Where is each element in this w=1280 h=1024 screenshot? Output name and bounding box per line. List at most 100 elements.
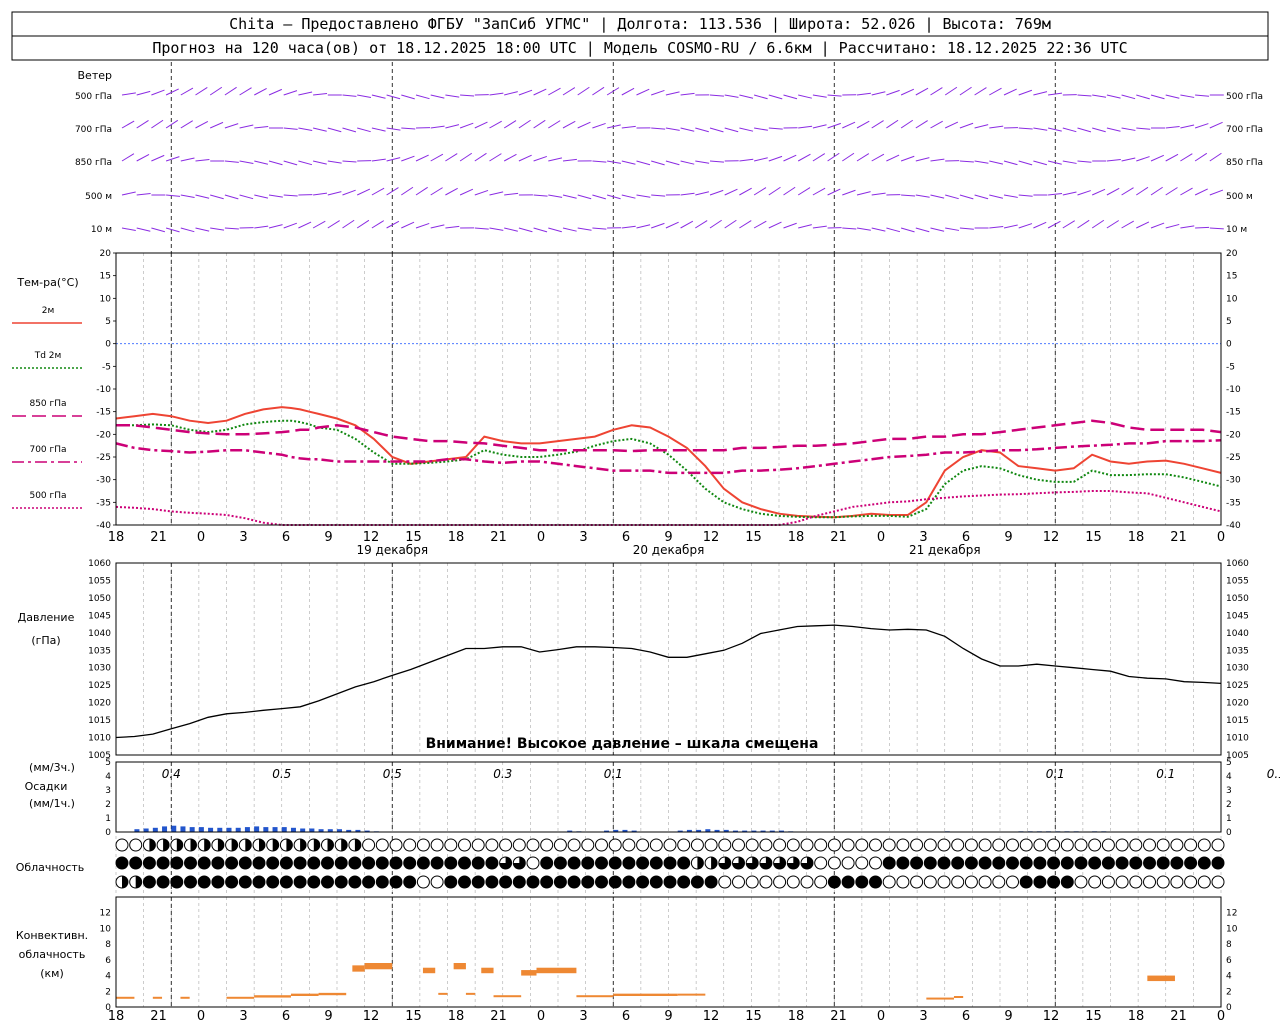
- wind-barb: [533, 119, 546, 129]
- cloud-cell: [115, 856, 129, 870]
- wind-barb: [504, 227, 518, 232]
- wind-barb: [695, 160, 710, 164]
- wind-barb: [1121, 220, 1135, 229]
- precip-label: 0.1: [1046, 767, 1065, 781]
- cloud-cell: [1019, 856, 1033, 870]
- conv-bar: [926, 997, 954, 1000]
- wind-barb: [239, 87, 252, 96]
- precip-label: 0.1: [1267, 767, 1280, 781]
- pressure-ytick-right: 1035: [1226, 646, 1249, 656]
- cloud-cell: [553, 875, 567, 889]
- pressure-frame: [115, 562, 1222, 756]
- pressure-ytick-left: 1060: [88, 559, 111, 569]
- cloud-cell: [321, 875, 334, 889]
- wind-barb: [268, 160, 283, 166]
- cloud-half: [300, 839, 307, 851]
- wind-barb: [739, 158, 754, 162]
- wind-barb: [1003, 88, 1017, 96]
- wind-barb: [313, 192, 328, 196]
- wind-barb: [283, 127, 298, 130]
- x-tick-label-bottom: 12: [363, 1009, 380, 1024]
- wind-barb: [724, 188, 738, 196]
- cloud-cell: [581, 856, 595, 870]
- wind-barb: [489, 153, 502, 162]
- cloud-cell: [841, 838, 855, 852]
- wind-barb: [1165, 153, 1179, 162]
- cloud-half: [135, 876, 142, 888]
- wind-barb: [812, 187, 826, 196]
- wind-barb: [651, 194, 666, 197]
- cloud-cell: [1033, 838, 1047, 852]
- conv-ytick-left: 10: [100, 924, 112, 934]
- cloud-cell: [869, 856, 882, 870]
- wind-barb: [1003, 160, 1018, 166]
- wind-barb: [165, 88, 179, 96]
- cloud-cell: [184, 875, 197, 889]
- cloud-cell: [1047, 875, 1061, 889]
- cloud-cell: [553, 856, 567, 870]
- precip-bar: [281, 827, 287, 832]
- wind-barb: [268, 194, 283, 198]
- cloud-cell: [225, 856, 239, 870]
- cloud-cell: [307, 875, 321, 889]
- wind-barb: [1077, 190, 1091, 196]
- wind-barb: [518, 154, 532, 162]
- conv-ytick-left: 6: [105, 956, 111, 966]
- wind-barb: [1018, 160, 1033, 166]
- wind-level-right: 850 гПа: [1226, 158, 1263, 168]
- pressure-ytick-left: 1015: [88, 716, 111, 726]
- x-tick-label-bottom: 18: [788, 1009, 805, 1024]
- wind-barb: [1165, 125, 1180, 129]
- wind-barb: [1018, 127, 1033, 130]
- cloud-cell: [170, 875, 184, 889]
- wind-barb: [327, 160, 342, 164]
- cloud-cell: [786, 838, 800, 852]
- x-tick-label-bottom: 0: [1217, 1009, 1225, 1024]
- cloud-cell: [690, 838, 704, 852]
- precip-label: 0.3: [493, 767, 512, 781]
- wind-barb: [1062, 191, 1077, 196]
- cloud-q3: [746, 857, 759, 870]
- cloud-cell: [1047, 838, 1061, 852]
- wind-barb: [415, 222, 430, 229]
- wind-barb: [371, 158, 386, 162]
- wind-barb: [562, 120, 576, 129]
- wind-barb: [1121, 127, 1136, 131]
- wind-level-right: 500 м: [1226, 192, 1253, 202]
- x-tick-label-bottom: 15: [745, 1009, 762, 1024]
- cloud-half: [190, 839, 197, 851]
- conv-bar: [453, 963, 466, 970]
- cloud-cell: [800, 875, 814, 889]
- temp-ytick-left: 20: [100, 249, 112, 259]
- wind-barb: [1165, 94, 1180, 99]
- cloud-cell: [745, 838, 759, 852]
- wind-barb: [283, 222, 298, 229]
- wind-barb: [945, 227, 960, 231]
- x-tick-label-bottom: 3: [579, 1009, 587, 1024]
- wind-barb: [915, 194, 930, 198]
- cloud-cell: [170, 856, 184, 870]
- cloud-cell: [416, 875, 430, 889]
- x-tick-label-bottom: 21: [830, 1009, 847, 1024]
- x-tick-label: 9: [1004, 530, 1012, 545]
- wind-barb: [401, 221, 415, 229]
- wind-barb: [974, 160, 989, 164]
- wind-barb: [445, 94, 460, 98]
- precip-bar: [235, 827, 241, 832]
- x-tick-label-bottom: 3: [239, 1009, 247, 1024]
- x-tick-label: 6: [962, 530, 970, 545]
- cloud-cell: [279, 856, 293, 870]
- cloud-cell: [1115, 875, 1129, 889]
- cloud-half: [217, 839, 224, 851]
- precip-ytick-left: 0: [105, 828, 111, 838]
- wind-barb: [753, 157, 768, 162]
- cloud-cell: [1211, 875, 1225, 889]
- x-tick-label: 15: [1085, 530, 1102, 545]
- wind-barb: [533, 155, 547, 162]
- cloud-cell: [773, 838, 787, 852]
- cloud-cell: [1129, 875, 1143, 889]
- cloud-cell: [499, 838, 513, 852]
- wind-barb: [871, 227, 886, 232]
- wind-barb: [812, 124, 827, 129]
